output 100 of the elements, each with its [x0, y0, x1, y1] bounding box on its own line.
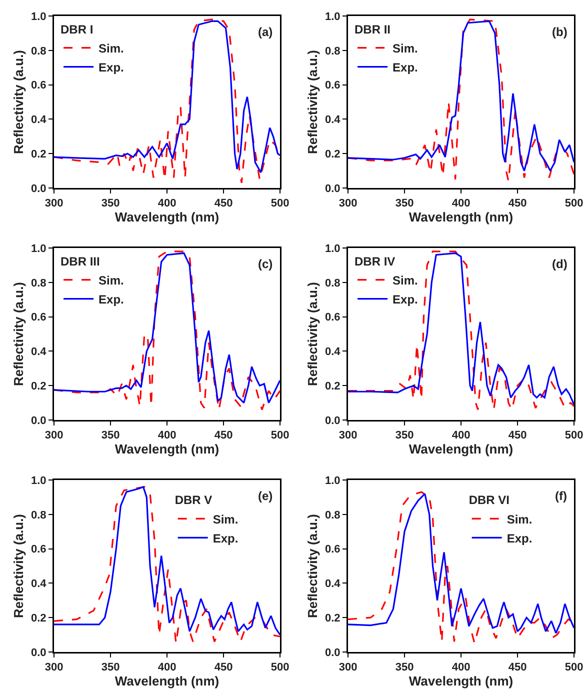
- legend-label: Sim.: [392, 42, 418, 56]
- y-tick-label: 0.6: [31, 544, 46, 556]
- y-tick-label: 0.4: [325, 114, 342, 126]
- legend-label: Exp.: [98, 60, 124, 74]
- y-tick-label: 1.0: [325, 474, 340, 487]
- x-tick-label: 350: [395, 198, 414, 210]
- y-tick-label: 0.6: [31, 80, 46, 92]
- x-tick-label: 450: [214, 198, 233, 210]
- annotation: (b): [552, 25, 568, 39]
- x-tick-label: 450: [508, 662, 527, 674]
- x-tick-label: 500: [270, 430, 290, 442]
- x-tick-label: 500: [564, 662, 584, 674]
- x-axis-title: Wavelength (nm): [114, 210, 220, 225]
- y-axis-title: Reflectivity (a.u.): [305, 282, 320, 386]
- annotation: (a): [258, 25, 273, 39]
- y-tick-label: 0.6: [325, 312, 340, 324]
- y-tick-label: 1.0: [31, 10, 46, 23]
- x-tick-label: 500: [564, 430, 584, 442]
- x-tick-label: 300: [338, 430, 358, 442]
- legend-label: Sim.: [392, 274, 418, 288]
- annotation: (e): [258, 489, 273, 503]
- legend-label: Exp.: [98, 292, 124, 306]
- x-axis-title: Wavelength (nm): [114, 674, 220, 689]
- y-tick-label: 0.6: [325, 80, 340, 92]
- y-tick-label: 0.4: [325, 346, 342, 358]
- x-tick-label: 400: [452, 430, 470, 442]
- y-tick-label: 0.8: [325, 45, 340, 58]
- legend-label: Exp.: [392, 60, 418, 74]
- x-tick-label: 500: [564, 198, 584, 210]
- legend-title: DBR I: [60, 22, 94, 36]
- x-tick-label: 350: [101, 662, 120, 674]
- x-axis-title: Wavelength (nm): [408, 210, 514, 225]
- legend-title: DBR IV: [354, 254, 396, 268]
- legend-label: Sim.: [506, 512, 532, 526]
- y-tick-label: 0.0: [325, 182, 340, 195]
- x-tick-label: 450: [508, 430, 527, 442]
- legend-label: Sim.: [212, 512, 238, 526]
- y-tick-label: 0.2: [31, 612, 46, 624]
- y-axis-title: Reflectivity (a.u.): [305, 514, 320, 618]
- x-tick-label: 500: [270, 662, 290, 674]
- y-tick-label: 0.8: [325, 277, 340, 290]
- y-tick-label: 0.4: [31, 114, 48, 126]
- y-tick-label: 1.0: [325, 10, 340, 23]
- y-axis-title: Reflectivity (a.u.): [11, 282, 26, 386]
- y-tick-label: 0.0: [325, 646, 340, 659]
- legend-title: DBR VI: [468, 493, 510, 508]
- y-tick-label: 0.4: [31, 578, 48, 590]
- y-tick-label: 0.8: [31, 45, 46, 58]
- y-tick-label: 0.8: [31, 509, 46, 522]
- x-tick-label: 300: [338, 662, 358, 674]
- legend-title: DBR III: [60, 254, 100, 268]
- legend-title: DBR V: [174, 493, 212, 508]
- legend-title: DBR II: [354, 22, 391, 36]
- y-tick-label: 0.2: [325, 380, 340, 392]
- y-tick-label: 0.2: [325, 612, 340, 624]
- legend-label: Exp.: [212, 531, 238, 546]
- x-tick-label: 400: [452, 662, 470, 674]
- x-tick-label: 300: [44, 198, 64, 210]
- y-tick-label: 0.0: [31, 414, 46, 427]
- y-tick-label: 0.2: [31, 148, 46, 160]
- y-tick-label: 1.0: [31, 474, 46, 487]
- x-tick-label: 350: [101, 198, 120, 210]
- y-tick-label: 0.8: [325, 509, 340, 522]
- x-tick-label: 450: [214, 430, 233, 442]
- legend-label: Exp.: [392, 292, 418, 306]
- x-tick-label: 300: [338, 198, 358, 210]
- x-tick-label: 350: [395, 662, 414, 674]
- legend-label: Sim.: [98, 274, 124, 288]
- y-axis-title: Reflectivity (a.u.): [305, 50, 320, 154]
- y-tick-label: 0.6: [325, 544, 340, 556]
- x-tick-label: 400: [158, 430, 176, 442]
- x-tick-label: 300: [44, 430, 64, 442]
- x-axis-title: Wavelength (nm): [114, 442, 220, 457]
- annotation: (f): [555, 489, 567, 503]
- x-tick-label: 350: [395, 430, 414, 442]
- y-tick-label: 0.0: [325, 414, 340, 427]
- y-axis-title: Reflectivity (a.u.): [11, 514, 26, 618]
- x-axis-title: Wavelength (nm): [408, 442, 514, 457]
- x-tick-label: 500: [270, 198, 290, 210]
- y-tick-label: 0.2: [31, 380, 46, 392]
- legend-label: Sim.: [98, 42, 124, 56]
- annotation: (d): [552, 257, 568, 271]
- x-tick-label: 400: [452, 198, 470, 210]
- x-tick-label: 400: [158, 662, 176, 674]
- x-tick-label: 400: [158, 198, 176, 210]
- x-tick-label: 300: [44, 662, 64, 674]
- y-tick-label: 0.4: [325, 578, 342, 590]
- y-axis-title: Reflectivity (a.u.): [11, 50, 26, 154]
- y-tick-label: 0.8: [31, 277, 46, 290]
- y-tick-label: 0.6: [31, 312, 46, 324]
- y-tick-label: 0.4: [31, 346, 48, 358]
- x-tick-label: 450: [214, 662, 233, 674]
- x-tick-label: 450: [508, 198, 527, 210]
- y-tick-label: 0.2: [325, 148, 340, 160]
- y-tick-label: 1.0: [31, 242, 46, 255]
- y-tick-label: 0.0: [31, 646, 46, 659]
- y-tick-label: 1.0: [325, 242, 340, 255]
- legend-label: Exp.: [506, 531, 532, 546]
- x-axis-title: Wavelength (nm): [408, 674, 514, 689]
- x-tick-label: 350: [101, 430, 120, 442]
